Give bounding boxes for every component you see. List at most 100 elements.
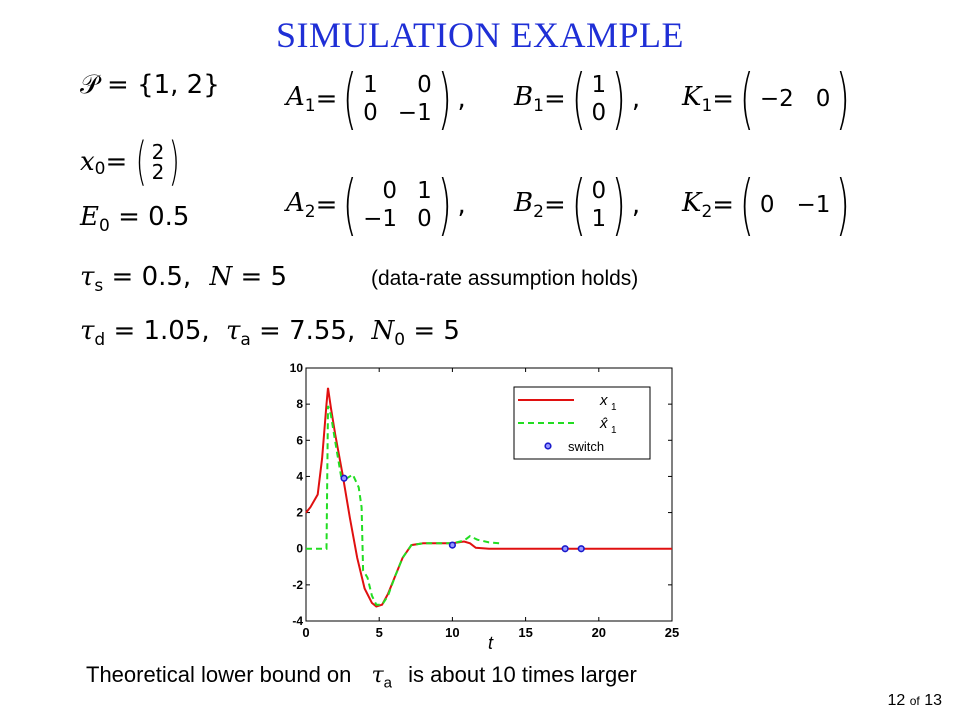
- A1-subscript: 1: [304, 96, 316, 117]
- legend-label-subscript: 1: [611, 425, 617, 436]
- x0-vector-entry: 2: [151, 140, 165, 164]
- x1-hat-series-line: [306, 405, 500, 606]
- K1-entries: −2 0: [760, 86, 831, 112]
- left-paren: (: [571, 60, 586, 137]
- right-paren: ): [836, 166, 851, 243]
- slide-title: SIMULATION EXAMPLE: [276, 15, 684, 55]
- matrix-entry: 0: [591, 178, 607, 204]
- left-paren: (: [739, 60, 755, 137]
- A1-symbol: A: [286, 81, 305, 112]
- page-total: 13: [924, 692, 942, 709]
- comma: ,: [631, 84, 641, 114]
- y-tick-label: 2: [296, 506, 303, 520]
- E0-subscript: 0: [98, 216, 110, 237]
- comma: ,: [631, 190, 641, 220]
- x-axis-label: t: [488, 633, 494, 652]
- matrix-B2: B2 = ( 0 1 ),: [514, 172, 640, 238]
- legend-label-switch: switch: [568, 439, 604, 454]
- set-P-equation: 𝒫 = {1, 2}: [80, 70, 220, 101]
- equals-sign: =: [543, 190, 566, 220]
- B1-entries: 1 0: [591, 72, 606, 126]
- A2-entries: 0 1 −1 0: [363, 178, 432, 232]
- legend-label-x1-hat: x̂: [599, 415, 608, 432]
- N0-symbol: N: [371, 316, 395, 346]
- tau-d-equation: τd = 1.05, τa = 7.55, N0 = 5: [80, 316, 460, 350]
- left-paren: (: [343, 60, 358, 137]
- legend-label-x1: x: [599, 392, 608, 409]
- equals-sign: =: [315, 84, 338, 114]
- x0-equals: =: [105, 147, 128, 177]
- K2-symbol: K: [682, 187, 702, 218]
- matrix-K2: K2 = ( 0 −1 ): [682, 172, 856, 238]
- equals-sign: =: [315, 190, 338, 220]
- equals-sign: =: [712, 190, 735, 220]
- N0-subscript: 0: [394, 330, 406, 351]
- K2-entries: 0 −1: [760, 192, 831, 218]
- left-paren: (: [739, 166, 755, 243]
- K1-symbol: K: [682, 81, 702, 112]
- tau-d-symbol: τ: [80, 316, 95, 346]
- right-paren: ): [437, 166, 452, 243]
- y-tick-label: -2: [292, 578, 303, 592]
- x0-vector: 2 2: [152, 142, 165, 182]
- P-symbol: 𝒫 =: [80, 70, 129, 100]
- left-paren: (: [343, 166, 358, 243]
- y-tick-label: 4: [296, 469, 303, 483]
- matrix-entry: 1: [591, 206, 607, 232]
- tau-a-symbol: τ: [371, 663, 384, 688]
- B1-symbol: B: [514, 81, 534, 112]
- matrix-entry: −1: [397, 100, 432, 126]
- x-tick-label: 5: [376, 625, 383, 640]
- B2-entries: 0 1: [591, 178, 606, 232]
- matrix-A1: A1 = ( 1 0 0 −1 ),: [286, 66, 466, 132]
- B1-subscript: 1: [533, 96, 544, 117]
- left-paren: (: [571, 166, 586, 243]
- switch-marker: [561, 545, 569, 553]
- switch-marker: [340, 474, 348, 482]
- matrix-entry: 0: [417, 72, 432, 98]
- switch-marker: [577, 545, 585, 553]
- data-rate-note: (data-rate assumption holds): [371, 267, 639, 290]
- tau-a-subscript: a: [240, 330, 251, 351]
- page-of: of: [909, 694, 920, 708]
- matrix-entry: 0: [591, 100, 607, 126]
- comma: ,: [457, 84, 466, 114]
- matrix-A2: A2 = ( 0 1 −1 0 ),: [286, 172, 466, 238]
- matrix-entry: 0: [815, 86, 831, 112]
- N-symbol: N: [209, 262, 233, 292]
- K2-subscript: 2: [701, 202, 713, 223]
- y-tick-label: 0: [296, 542, 303, 556]
- E0-value: = 0.5: [109, 202, 190, 232]
- E0-equation: E0 = 0.5: [80, 202, 189, 236]
- B2-symbol: B: [514, 187, 534, 218]
- A2-subscript: 2: [304, 202, 316, 223]
- x-tick-label: 0: [302, 625, 309, 640]
- matrix-entry: 1: [363, 72, 378, 98]
- legend-label-subscript: 1: [611, 402, 617, 413]
- switch-marker: [448, 541, 456, 549]
- tau-a-subscript: a: [383, 674, 393, 692]
- legend-switch-marker: [544, 442, 552, 450]
- comma: ,: [457, 190, 466, 220]
- K1-subscript: 1: [701, 96, 713, 117]
- tau-s-equation: τs = 0.5, N = 5: [80, 262, 287, 296]
- y-tick-label: 8: [296, 397, 303, 411]
- conclusion-text: Theoretical lower bound on τa is about 1…: [86, 662, 637, 691]
- y-tick-label: 10: [290, 361, 304, 375]
- x0-vector-entry: 2: [151, 160, 165, 184]
- tau-a-value: = 7.55,: [250, 316, 356, 346]
- x-tick-label: 25: [665, 625, 679, 640]
- x0-symbol: x: [80, 147, 95, 177]
- matrix-K1: K1 = ( −2 0 ): [682, 66, 856, 132]
- y-tick-label: 6: [296, 433, 303, 447]
- equals-sign: =: [712, 84, 735, 114]
- equals-sign: =: [543, 84, 566, 114]
- matrix-entry: 1: [417, 178, 432, 204]
- conclusion-before: Theoretical lower bound on: [86, 662, 358, 687]
- x-tick-label: 15: [518, 625, 532, 640]
- right-paren: ): [168, 132, 181, 192]
- conclusion-after: is about 10 times larger: [402, 662, 637, 687]
